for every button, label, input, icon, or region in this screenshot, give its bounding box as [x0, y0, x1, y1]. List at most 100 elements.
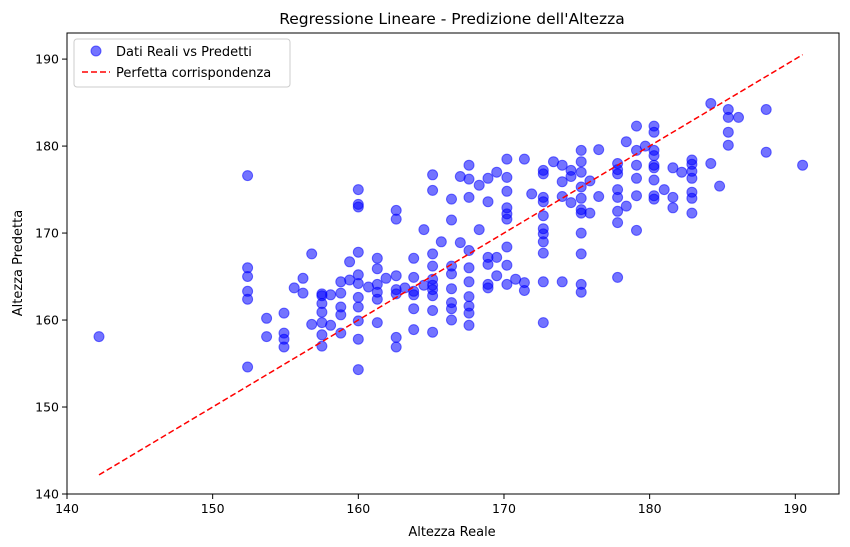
data-point [537, 247, 549, 259]
data-point [278, 307, 290, 319]
data-point [648, 150, 660, 162]
data-point [482, 196, 494, 208]
reference-line [98, 54, 803, 476]
data-point [463, 291, 475, 303]
data-point [371, 317, 383, 329]
data-point [482, 258, 494, 270]
data-point [537, 196, 549, 208]
data-point [352, 246, 364, 258]
data-point [371, 252, 383, 264]
data-point [501, 153, 513, 165]
data-point [297, 287, 309, 299]
axes: 140 150 160 170 180 190 140 150 160 170 180 190 [35, 52, 807, 516]
data-point [242, 361, 254, 373]
data-point [325, 319, 337, 331]
data-point [242, 170, 254, 182]
data-point [435, 236, 447, 248]
x-tick-label: 140 [55, 501, 79, 516]
data-point [648, 193, 660, 205]
data-point [648, 162, 660, 174]
data-point [612, 191, 624, 203]
data-point [390, 270, 402, 282]
data-point [760, 146, 772, 158]
data-point [631, 172, 642, 184]
data-point [537, 168, 549, 180]
data-point [760, 104, 772, 115]
data-point [288, 282, 300, 294]
data-point [556, 176, 568, 188]
data-point [705, 98, 717, 109]
data-point [463, 262, 475, 274]
data-point [297, 272, 309, 284]
data-point [575, 144, 587, 156]
data-point [705, 158, 717, 169]
data-point [482, 172, 494, 184]
y-tick-label: 160 [35, 313, 59, 328]
data-point [473, 179, 485, 191]
x-tick-label: 190 [783, 501, 807, 516]
data-point [648, 174, 660, 186]
data-point [491, 166, 503, 178]
data-point [427, 248, 439, 260]
x-tick-label: 160 [346, 501, 370, 516]
data-point [242, 271, 254, 282]
data-point [446, 283, 457, 295]
data-point [648, 126, 660, 138]
data-point [390, 213, 402, 225]
data-point [463, 276, 475, 288]
data-point [352, 184, 364, 196]
y-tick-label: 190 [35, 52, 59, 67]
data-point [631, 224, 642, 236]
data-point [325, 289, 337, 301]
data-point [352, 201, 364, 213]
data-point [408, 252, 420, 264]
legend-label-scatter: Dati Reali vs Predetti [116, 45, 252, 60]
data-point [463, 245, 475, 256]
data-point [537, 317, 549, 329]
data-point [446, 268, 457, 280]
data-point [686, 192, 698, 204]
x-tick-label: 150 [201, 501, 225, 516]
data-point [446, 214, 457, 226]
data-point [612, 205, 624, 217]
x-axis-label: Altezza Reale [408, 525, 495, 540]
data-point [722, 126, 734, 138]
data-point [491, 270, 503, 282]
data-point [352, 301, 364, 313]
data-point [593, 191, 605, 202]
y-tick-label: 140 [35, 487, 59, 502]
data-point [316, 329, 328, 341]
data-point [526, 188, 538, 200]
data-point [390, 331, 402, 343]
data-point [575, 156, 587, 168]
data-point [352, 333, 364, 345]
data-point [335, 309, 347, 321]
data-point [612, 217, 624, 229]
data-point [686, 172, 698, 184]
data-point [352, 291, 364, 303]
data-point [501, 213, 513, 225]
data-point [427, 260, 439, 272]
data-point [463, 191, 475, 203]
data-point [380, 272, 392, 284]
data-point [316, 306, 328, 318]
data-point [427, 305, 439, 316]
x-tick-label: 170 [492, 501, 516, 516]
y-tick-label: 150 [35, 400, 59, 415]
data-point [501, 241, 513, 253]
data-point [501, 185, 513, 197]
data-point [612, 168, 624, 180]
data-point [620, 136, 632, 148]
data-point [676, 166, 688, 178]
data-point [352, 278, 364, 289]
data-point [408, 271, 420, 283]
data-point [242, 293, 254, 305]
data-point [446, 303, 457, 315]
data-point [335, 327, 347, 339]
data-point [584, 207, 596, 219]
data-point [556, 276, 568, 288]
data-point [473, 224, 485, 236]
data-point [537, 276, 549, 288]
data-point [575, 248, 587, 260]
